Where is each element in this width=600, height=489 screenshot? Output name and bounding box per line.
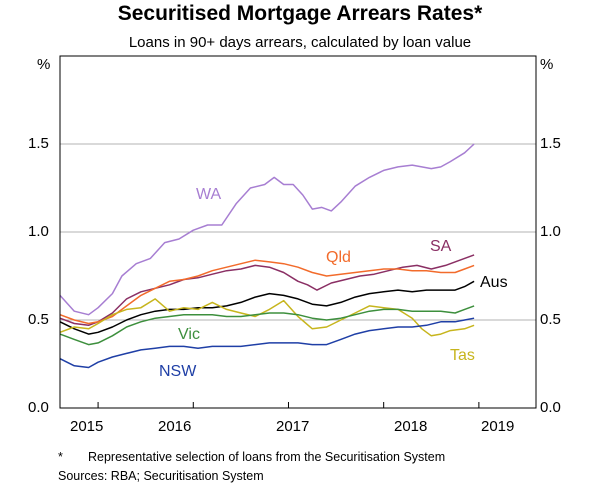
series-label-aus: Aus [480, 274, 508, 291]
grid-lines [60, 143, 536, 321]
x-tick-2016: 2016 [158, 418, 192, 435]
footnote-note: Representative selection of loans from t… [88, 450, 446, 464]
series-line-qld [59, 259, 475, 325]
series-line-aus [59, 280, 475, 335]
plot-frame [59, 55, 537, 409]
series-label-tas: Tas [450, 347, 475, 364]
series-label-qld: Qld [326, 249, 351, 266]
y-tick-right-2: 1.0 [540, 223, 561, 240]
footnote-sources: Sources: RBA; Securitisation System [58, 469, 264, 483]
series-label-sa: SA [430, 238, 452, 255]
series-line-wa [59, 143, 475, 316]
x-axis-ticks [97, 402, 480, 408]
y-tick-left-0: 0.0 [28, 399, 49, 416]
y-tick-right-3: 1.5 [540, 135, 561, 152]
y-tick-left-2: 1.0 [28, 223, 49, 240]
series-line-tas [59, 298, 475, 337]
footnote-marker: * [58, 450, 63, 464]
series-label-wa: WA [196, 186, 222, 203]
series-lines [59, 143, 475, 369]
chart-title: Securitised Mortgage Arrears Rates* [117, 2, 483, 25]
y-tick-right-0: 0.0 [540, 399, 561, 416]
chart-subtitle: Loans in 90+ days arrears, calculated by… [128, 34, 472, 51]
x-tick-2015: 2015 [70, 418, 104, 435]
y-tick-right-1: 0.5 [540, 311, 561, 328]
series-labels: WA SA Qld Aus Vic Tas NSW [159, 186, 508, 380]
series-line-vic [59, 305, 475, 346]
y-unit-right: % [540, 56, 554, 73]
y-unit-left: % [37, 56, 51, 73]
series-line-nsw [59, 317, 475, 369]
x-tick-2018: 2018 [394, 418, 428, 435]
x-tick-2019: 2019 [481, 418, 515, 435]
x-tick-2017: 2017 [276, 418, 310, 435]
y-tick-left-1: 0.5 [28, 311, 49, 328]
y-tick-left-3: 1.5 [28, 135, 49, 152]
series-label-vic: Vic [178, 326, 200, 343]
series-line-sa [59, 254, 475, 327]
series-label-nsw: NSW [159, 363, 197, 380]
